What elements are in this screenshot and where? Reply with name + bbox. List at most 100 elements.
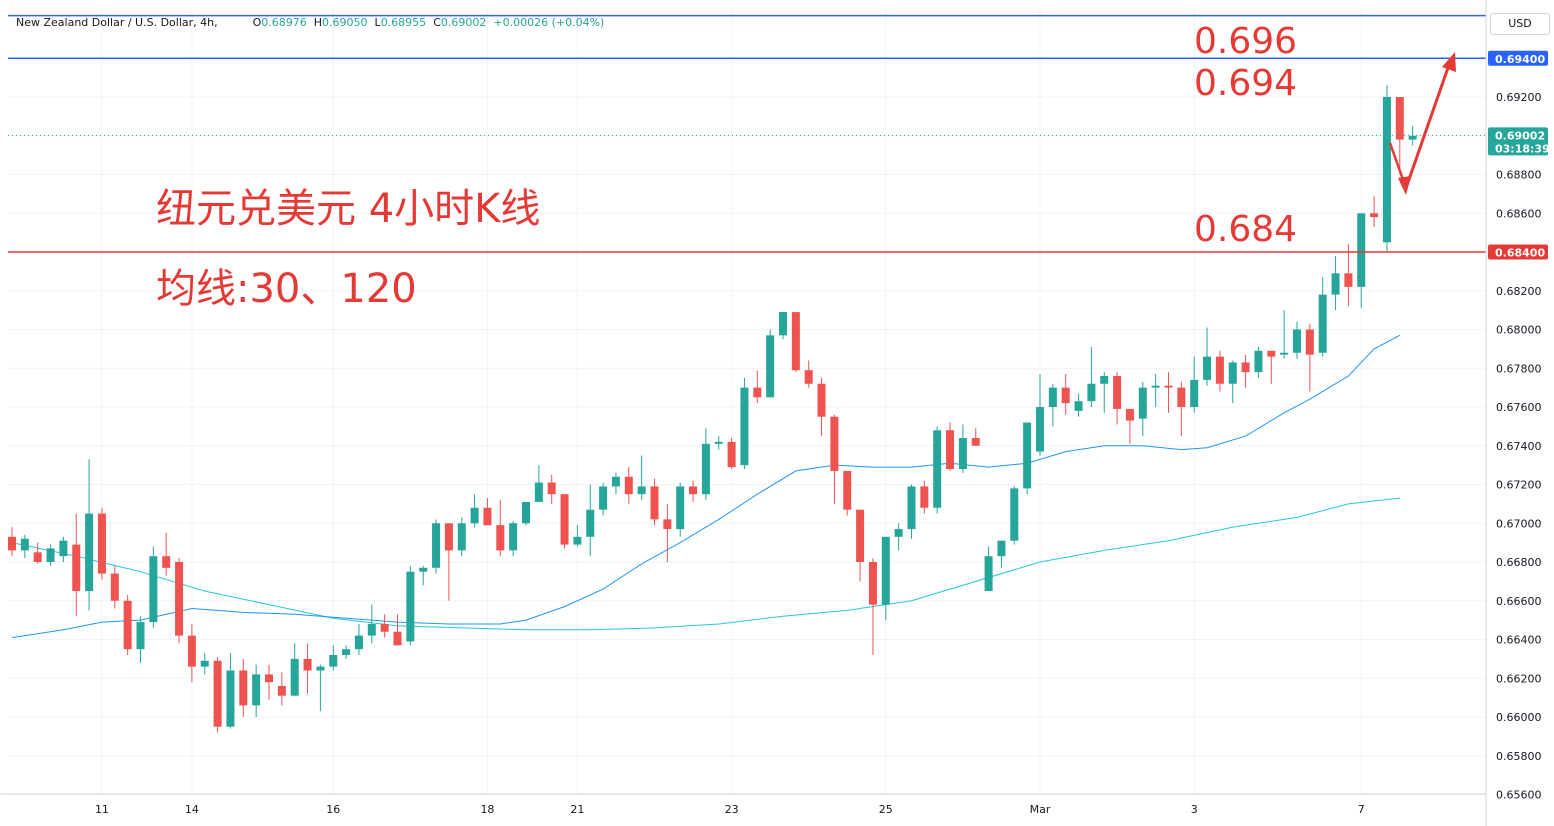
candle-body [534,482,543,502]
candle-body [187,635,196,667]
candle-body [1113,376,1122,409]
candle-body [265,674,273,683]
x-tick-label: 7 [1358,803,1365,816]
candle-body [342,649,351,655]
x-tick-label: 16 [326,803,340,816]
horizontal-levels[interactable] [8,14,1486,253]
candle-body [547,482,556,495]
candle-body [470,507,479,524]
y-tick-label: 0.68000 [1496,324,1542,337]
candle-body [1100,376,1109,384]
candle-body [419,567,428,572]
candle-body [1138,387,1147,419]
annotation-684: 0.684 [1194,209,1297,250]
level-low-tag-text: 0.68400 [1495,247,1545,260]
annotation-696: 0.696 [1194,21,1297,62]
ohlc-change: +0.00026 (+0.04%) [493,16,605,29]
candle-body [1023,422,1032,489]
candle-body [586,509,595,537]
grid-lines [8,8,1486,795]
candle-body [1357,213,1366,287]
y-tick-label: 0.67600 [1496,401,1542,414]
y-tick-label: 0.68800 [1496,169,1542,182]
ohlc-low-value: 0.68955 [380,16,427,29]
candle-body [1331,273,1340,295]
x-tick-label: 25 [879,803,893,816]
candle-body [110,573,119,601]
candle-body [714,441,723,444]
ohlc-close-value: 0.69002 [440,16,487,29]
candle-body [72,544,81,592]
candle-body [483,507,492,526]
candle-body [791,312,800,371]
candle-body [1177,387,1186,407]
candle-body [560,494,569,545]
ohlc-open-value: 0.68976 [261,16,307,29]
candle-body [46,548,55,562]
x-tick-label: 11 [95,803,109,816]
candle-body [1061,387,1070,404]
ma120-line [11,497,1400,631]
candle-body [766,335,775,398]
candle-body [149,556,158,623]
candle-body [958,438,967,469]
y-tick-label: 0.68200 [1496,285,1542,298]
candle-body [1087,383,1096,402]
candle-body [689,486,698,495]
annotation-694: 0.694 [1194,63,1297,104]
candle-body [804,370,813,384]
candle-body [85,513,94,592]
y-tick-label: 0.67400 [1496,440,1542,453]
x-tick-label: Mar [1030,803,1051,816]
candlestick-series [8,85,1417,733]
candle-body [1305,329,1314,355]
candle-body [444,523,453,551]
ma30-line [11,334,1401,639]
y-tick-label: 0.68600 [1496,207,1542,220]
y-tick-label: 0.67000 [1496,517,1542,530]
candle-body [20,538,29,551]
ohlc-high-label: H [313,16,323,29]
ohlc-high-value: 0.69050 [322,16,368,29]
candle-body [817,383,826,417]
candle-body [290,658,299,696]
y-tick-label: 0.67800 [1496,362,1542,375]
candle-body [599,486,608,510]
y-tick-label: 0.66000 [1496,711,1542,724]
candle-body [432,523,441,568]
candle-body [393,631,402,646]
arrow-up-stroke [1404,61,1452,189]
candle-body [1344,273,1353,287]
candle-body [830,416,839,471]
candle-body [997,540,1006,557]
candle-body [907,486,916,530]
candle-body [200,660,209,667]
annotation-title: 纽元兑美元 4小时K线 [156,186,540,232]
candle-body [1048,387,1057,407]
x-tick-label: 23 [725,803,739,816]
candle-body [881,536,890,605]
candle-body [894,529,903,537]
candle-body [226,670,235,727]
candle-body [59,540,68,557]
candle-body [1395,97,1404,140]
candle-body [701,443,710,495]
candle-body [843,470,852,510]
candle-body [1370,213,1379,218]
candle-body [1228,362,1237,384]
candle-body [1203,356,1212,380]
candle-body [239,670,248,706]
annotation-ma-label: 均线:30、120 [156,266,417,312]
candle-body [727,441,736,468]
y-tick-label: 0.69200 [1496,91,1542,104]
currency-button[interactable]: USD [1490,13,1550,35]
candle-body [1267,350,1276,357]
candle-body [740,387,749,466]
candle-body [637,486,646,495]
candle-body [213,660,222,727]
candle-body [136,622,145,650]
candle-body [97,513,106,574]
